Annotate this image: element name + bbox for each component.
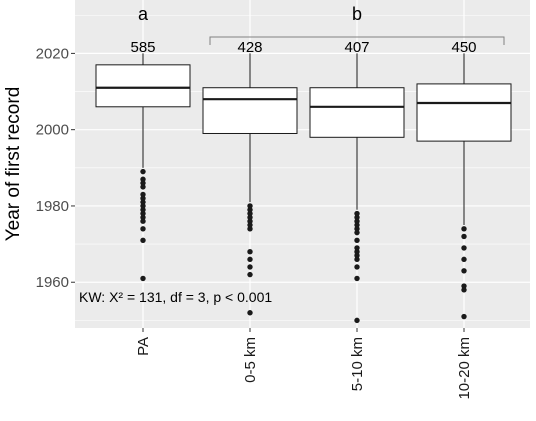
outlier-point: [140, 275, 146, 282]
outlier-point: [354, 275, 360, 282]
outlier-point: [354, 229, 360, 236]
outlier-point: [354, 210, 360, 217]
x-tick-label: 5-10 km: [349, 337, 366, 391]
outlier-point: [354, 264, 360, 270]
outlier-point: [247, 264, 253, 270]
iqr-box: [202, 87, 298, 134]
outlier-point: [354, 214, 360, 221]
sample-count-label: 450: [451, 39, 476, 56]
outlier-point: [354, 317, 360, 324]
outlier-point: [140, 176, 146, 182]
y-tick-label: 1980: [36, 198, 69, 215]
box-10-20km: [416, 53, 512, 320]
outlier-point: [140, 203, 146, 209]
outlier-point: [140, 214, 146, 221]
box-5-10km: [309, 53, 405, 324]
outlier-point: [247, 218, 253, 224]
sample-count-label: 407: [344, 39, 369, 56]
outlier-point: [354, 256, 360, 263]
outlier-point: [247, 222, 253, 228]
outlier-point: [354, 222, 360, 228]
outlier-point: [140, 184, 146, 190]
outlier-point: [461, 233, 467, 240]
significance-letter: a: [138, 4, 149, 24]
sample-count-label: 428: [237, 39, 262, 56]
outlier-point: [354, 249, 360, 255]
box-0-5km: [202, 53, 298, 316]
outlier-point: [247, 203, 253, 209]
sample-count-label: 585: [130, 39, 155, 56]
outlier-point: [354, 226, 360, 232]
outlier-point: [247, 256, 253, 263]
outlier-point: [140, 237, 146, 243]
y-tick-label: 1960: [36, 274, 69, 291]
y-tick-label: 2000: [36, 122, 69, 139]
outlier-point: [354, 245, 360, 251]
outlier-point: [461, 313, 467, 320]
x-tick-label: PA: [135, 337, 152, 356]
stat-annotation: KW: X² = 131, df = 3, p < 0.001: [79, 289, 272, 305]
significance-bracket: [209, 36, 505, 45]
box-pa: [95, 53, 191, 282]
x-tick-label: 10-20 km: [456, 337, 473, 400]
outlier-point: [354, 237, 360, 243]
outlier-point: [247, 226, 253, 232]
outlier-point: [247, 271, 253, 278]
outlier-point: [461, 287, 467, 293]
y-axis-label: Year of first record: [3, 87, 24, 242]
outlier-point: [354, 252, 360, 259]
outlier-point: [140, 180, 146, 186]
outlier-point: [247, 210, 253, 217]
outlier-point: [140, 199, 146, 205]
significance-letter: b: [352, 4, 362, 24]
outlier-point: [140, 191, 146, 198]
outlier-point: [247, 207, 253, 213]
outlier-point: [247, 310, 253, 316]
outlier-point: [140, 195, 146, 202]
x-tick-label: 0-5 km: [242, 337, 259, 383]
outlier-point: [461, 268, 467, 274]
iqr-box: [95, 64, 191, 108]
outlier-point: [247, 214, 253, 221]
outlier-point: [461, 226, 467, 232]
iqr-box: [309, 87, 405, 138]
iqr-box: [416, 83, 512, 142]
outlier-point: [247, 249, 253, 255]
outlier-point: [461, 256, 467, 263]
plot-panel: [75, 0, 530, 328]
y-tick-label: 2020: [36, 45, 69, 62]
outlier-point: [140, 226, 146, 232]
outlier-point: [461, 283, 467, 289]
outlier-point: [354, 218, 360, 224]
outlier-point: [140, 210, 146, 217]
outlier-point: [140, 168, 146, 175]
outlier-point: [461, 245, 467, 251]
outlier-point: [140, 218, 146, 224]
outlier-point: [140, 207, 146, 213]
